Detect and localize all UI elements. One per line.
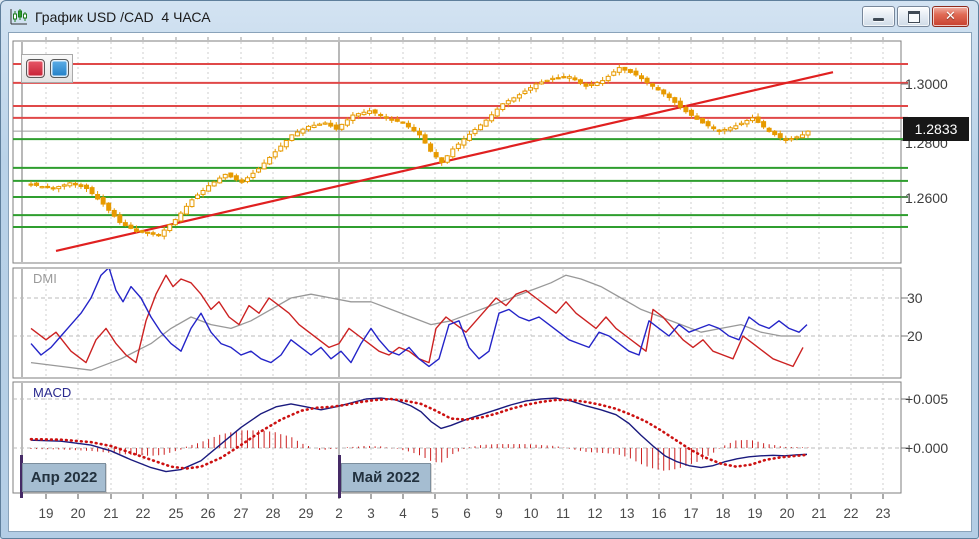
day-axis-label: 21 <box>103 506 118 521</box>
day-axis-label: 10 <box>523 506 538 521</box>
day-axis-label: 26 <box>200 506 215 521</box>
day-axis-label: 3 <box>367 506 375 521</box>
may-month-marker-line <box>338 455 341 498</box>
minimize-icon <box>873 18 884 21</box>
close-icon: ✕ <box>945 9 956 24</box>
day-axis-label: 28 <box>265 506 280 521</box>
day-axis-label: 23 <box>875 506 890 521</box>
day-axis-label: 5 <box>431 506 439 521</box>
day-axis-label: 17 <box>683 506 698 521</box>
minimize-button[interactable] <box>862 6 895 27</box>
maximize-button[interactable] <box>897 6 930 27</box>
dmi-lines <box>30 269 808 371</box>
day-axis-label: 11 <box>556 506 570 521</box>
day-axis-label: 20 <box>70 506 85 521</box>
may-month-label: Май 2022 <box>341 463 431 492</box>
day-axis-label: 12 <box>587 506 602 521</box>
april-month-label: Апр 2022 <box>22 463 106 492</box>
day-axis-label: 13 <box>619 506 634 521</box>
april-month-marker-line <box>20 455 23 498</box>
day-axis-label: 16 <box>651 506 666 521</box>
dmi-tick-20: 20 <box>907 328 923 344</box>
price-label-13000: 1.3000 <box>905 76 948 92</box>
window-title: График USD /CAD 4 ЧАСА <box>35 8 211 25</box>
day-axis-label: 4 <box>399 506 407 521</box>
maximize-icon <box>907 10 920 23</box>
blue-marker-button[interactable] <box>49 59 69 78</box>
day-axis-label: 19 <box>747 506 762 521</box>
day-axis-label: 25 <box>168 506 183 521</box>
day-axis-label: 22 <box>135 506 150 521</box>
macd-plot <box>29 397 809 473</box>
candlestick-series <box>28 64 811 240</box>
dmi-label: DMI <box>33 271 57 286</box>
macd-label: MACD <box>33 385 72 400</box>
day-axis-label: 27 <box>233 506 248 521</box>
day-axis-label: 6 <box>463 506 471 521</box>
day-axis-label: 29 <box>298 506 313 521</box>
day-axis-label: 20 <box>779 506 794 521</box>
day-axis-label: 19 <box>38 506 53 521</box>
macd-tick-0005: +0.005 <box>905 391 949 407</box>
day-axis-label: 22 <box>843 506 858 521</box>
current-price-box: 1.2833 <box>903 117 969 141</box>
chart-mini-toolbar <box>21 54 73 83</box>
close-button[interactable]: ✕ <box>932 6 969 27</box>
red-marker-button[interactable] <box>25 59 45 78</box>
day-axis-label: 2 <box>335 506 343 521</box>
price-label-12600: 1.2600 <box>905 190 948 206</box>
titlebar[interactable]: График USD /CAD 4 ЧАСА ✕ <box>1 1 978 32</box>
macd-tick-0000: +0.000 <box>905 440 949 456</box>
day-axis-label: 18 <box>715 506 730 521</box>
dmi-tick-30: 30 <box>907 290 923 306</box>
candlestick-app-icon <box>9 8 29 26</box>
day-axis-label: 21 <box>811 506 826 521</box>
day-axis-label: 9 <box>495 506 503 521</box>
